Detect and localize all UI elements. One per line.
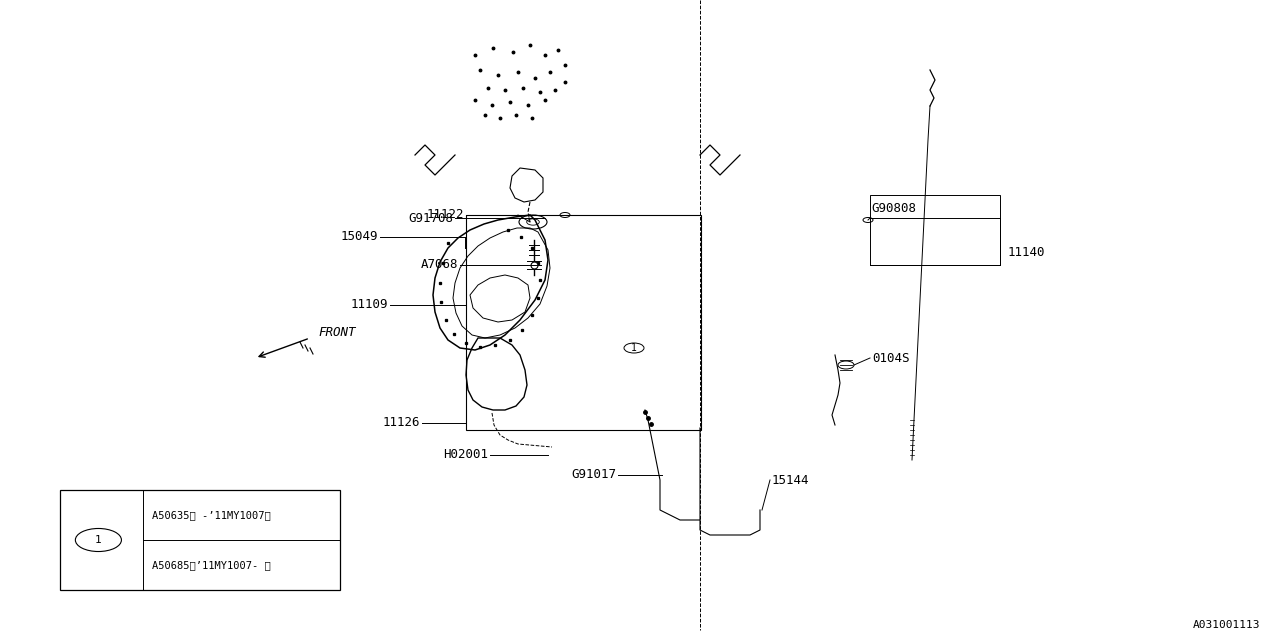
Text: 11126: 11126 xyxy=(383,417,420,429)
Text: A50685〈’11MY1007- 〉: A50685〈’11MY1007- 〉 xyxy=(152,560,271,570)
Text: 15144: 15144 xyxy=(772,474,809,486)
Text: 11140: 11140 xyxy=(1009,246,1046,259)
Text: 11122: 11122 xyxy=(426,209,465,221)
Text: A031001113: A031001113 xyxy=(1193,620,1260,630)
Text: G91017: G91017 xyxy=(571,468,616,481)
Text: 1: 1 xyxy=(95,535,102,545)
Text: A50635〈 -’11MY1007〉: A50635〈 -’11MY1007〉 xyxy=(152,510,271,520)
Text: 0104S: 0104S xyxy=(872,351,910,365)
Bar xyxy=(466,215,701,430)
Text: H02001: H02001 xyxy=(443,449,488,461)
Text: FRONT: FRONT xyxy=(317,326,356,339)
Text: G90808: G90808 xyxy=(870,202,916,214)
Text: G91708: G91708 xyxy=(408,211,453,225)
Text: 11109: 11109 xyxy=(351,298,388,312)
Bar xyxy=(870,195,1000,265)
Bar xyxy=(60,490,340,590)
Text: 15049: 15049 xyxy=(340,230,378,243)
Text: A7068: A7068 xyxy=(421,259,458,271)
Text: 1: 1 xyxy=(631,343,637,353)
